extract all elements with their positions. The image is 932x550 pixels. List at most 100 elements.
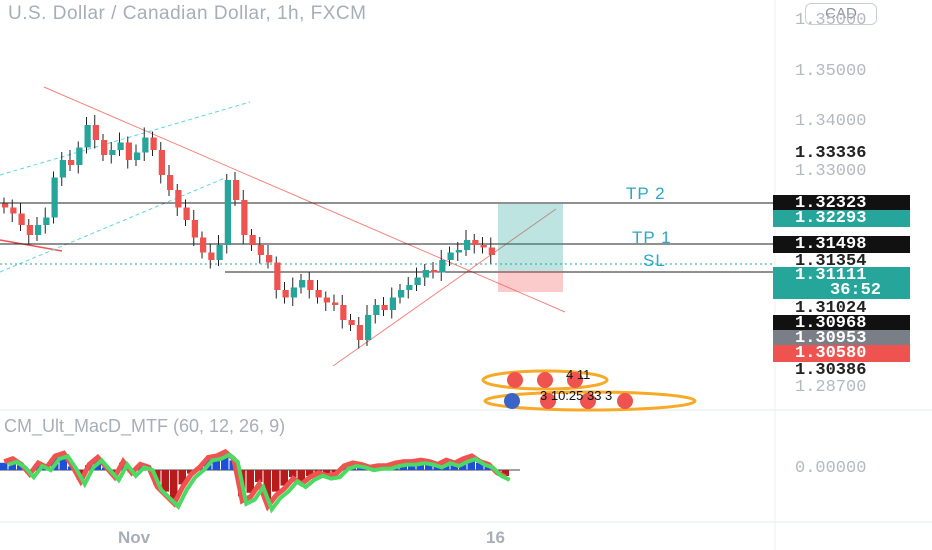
price-tag: 1.31111 [773,267,910,284]
macd-histogram-bar [263,470,271,502]
candle-body [290,287,297,298]
signal-line [3,448,507,512]
candle-body [233,180,240,200]
sl-label: SL [643,251,666,270]
price-tag: 1.31498 [773,236,910,253]
candle-body [406,285,413,290]
price-tag: 1.32293 [773,210,910,227]
candle-body [167,175,174,190]
indicator-title: CM_Ult_MacD_MTF (60, 12, 26, 9) [4,416,286,436]
macd-zero-tick: 0.00000 [795,459,867,478]
candle-body [389,297,396,310]
candle-body [59,160,66,178]
loss-zone[interactable] [498,271,563,292]
candle-body [68,160,75,165]
candle-body [43,217,50,225]
macd-line [7,452,511,514]
left-short-trendline [0,239,63,252]
economic-events[interactable] [481,369,697,412]
candle-body [109,150,116,155]
macd-histogram-bar [178,470,186,485]
currency-button[interactable]: CAD [805,3,877,25]
macd-histogram-bar [323,470,331,475]
price-tick: 1.33000 [795,162,867,181]
candle-body [224,180,231,245]
macd-histogram-bar [255,470,263,482]
candle-body [76,147,83,165]
channel-lower [0,177,226,273]
candle-body [340,305,347,320]
candle-body [26,225,33,235]
time-tick: 16 [486,528,505,547]
candle-body [117,142,124,150]
candle-body [134,152,141,160]
tp1-label: TP 1 [632,228,672,247]
macd-histogram-bar [161,470,169,492]
candle-body [175,190,182,208]
candle-body [216,245,223,260]
candle-body [323,297,330,303]
macd-histogram-bar [59,455,67,470]
price-tag: 1.33336 [795,144,867,163]
candle-body [2,203,9,208]
candle-body [332,302,339,305]
candle-body [84,125,91,148]
resistance-trendline [43,86,566,313]
time-tick: Nov [118,528,151,547]
candle-body [241,200,248,235]
price-tag: 1.30386 [795,361,867,380]
candle-body [249,235,256,245]
candle-body [92,125,99,140]
candle-body [464,240,471,250]
candle-body [381,305,388,310]
channel-upper [0,101,251,176]
countdown-tag: 36:52 [773,282,910,299]
candle-body [365,315,372,340]
candle-body [142,137,149,153]
macd-histogram-bar [476,462,484,470]
macd-histogram-bar [501,470,509,476]
candle-body [101,140,108,155]
candle-body [414,277,421,285]
candle-body [266,255,273,263]
macd-histogram-bar [212,458,220,470]
candle-body [10,207,17,214]
candle-body [447,252,454,260]
price-tag: 1.30968 [773,315,910,332]
price-tick: 1.35000 [795,11,867,30]
candle-body [282,290,289,298]
candle-body [257,245,264,255]
candle-body [208,252,215,260]
macd-histogram-bar [0,462,8,470]
candle-body [150,137,157,150]
candle-body [480,245,487,248]
price-tick: 1.35000 [795,62,867,81]
candle-body [35,225,42,235]
price-tag: 1.30580 [773,345,910,362]
candle-body [455,250,462,253]
macd-histogram-bar [280,470,288,486]
candle-body [373,305,380,315]
price-tag: 1.31354 [795,252,867,271]
macd-histogram-bar [221,454,229,470]
candle-body [299,280,306,288]
candles-group [2,115,495,349]
candle-body [356,325,363,340]
price-tick: 1.34000 [795,112,867,131]
candle-body [488,247,495,255]
macd-histogram-bar [297,470,305,482]
candle-body [158,150,165,175]
price-tick: 1.28700 [795,378,867,397]
candle-body [431,270,438,273]
candle-body [307,280,314,290]
candle-body [315,290,322,298]
macd-histogram-bar [450,464,458,470]
candle-body [348,320,355,325]
macd-histogram-bar [306,470,314,476]
price-tag: 1.30953 [773,330,910,347]
profit-zone[interactable] [498,204,563,271]
candle-body [125,142,132,160]
candle-body [18,213,25,225]
candle-body [51,177,58,218]
